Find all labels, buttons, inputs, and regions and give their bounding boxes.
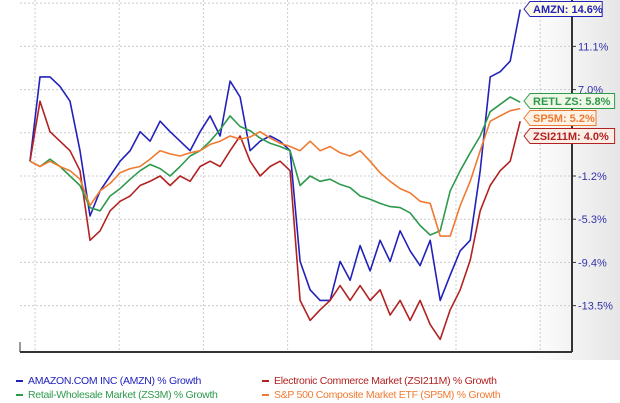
y-tick-label: -5.3% [578,214,607,226]
value-tag-label: SP5M: 5.2% [533,113,595,125]
value-tag-label: ZSI211M: 4.0% [533,131,609,143]
legend-zs3m: Retail-Wholesale Market (ZS3M) % Growth [16,389,218,401]
series-line-1 [29,100,521,341]
x-tick-label: 4/26 [487,359,508,360]
series-line-3 [29,107,521,237]
y-tick-label: 11.1% [578,41,609,53]
value-tag-box [523,1,603,17]
value-tag-box [523,128,616,144]
value-tag-box [523,110,597,126]
value-tag-box [523,93,616,109]
x-tick-label: 3/26 [403,359,424,360]
value-tag-label: RETL ZS: 5.8% [533,96,611,108]
series-line-0 [29,9,521,302]
legend-zsi211m: Electronic Commerce Market (ZSI211M) % G… [262,375,497,387]
value-tag-label: AMZN: 14.6% [533,4,603,16]
value-tag-3: SP5M: 5.2% [523,110,597,126]
x-tick-label: 1/26 [235,359,256,360]
value-tag-1: ZSI211M: 4.0% [523,128,616,144]
y-tick-label: -13.5% [578,301,613,313]
y-tick-label: -1.2% [578,171,607,183]
x-tick-label: 11/25 [64,359,91,360]
value-tag-2: RETL ZS: 5.8% [523,93,616,109]
value-tag-0: AMZN: 14.6% [523,1,603,17]
legend-sp5m: S&P 500 Composite Market ETF (SP5M) % Gr… [262,389,501,401]
x-tick-label: 12/25 [148,359,176,360]
legend-amzn: AMAZON.COM INC (AMZN) % Growth [16,375,201,387]
y-tick-label: -9.4% [578,257,607,269]
x-tick-label: 2/26 [319,359,340,360]
line-chart: 11/2512/251/262/263/264/2611.1%7.0%-1.2%… [0,0,620,360]
